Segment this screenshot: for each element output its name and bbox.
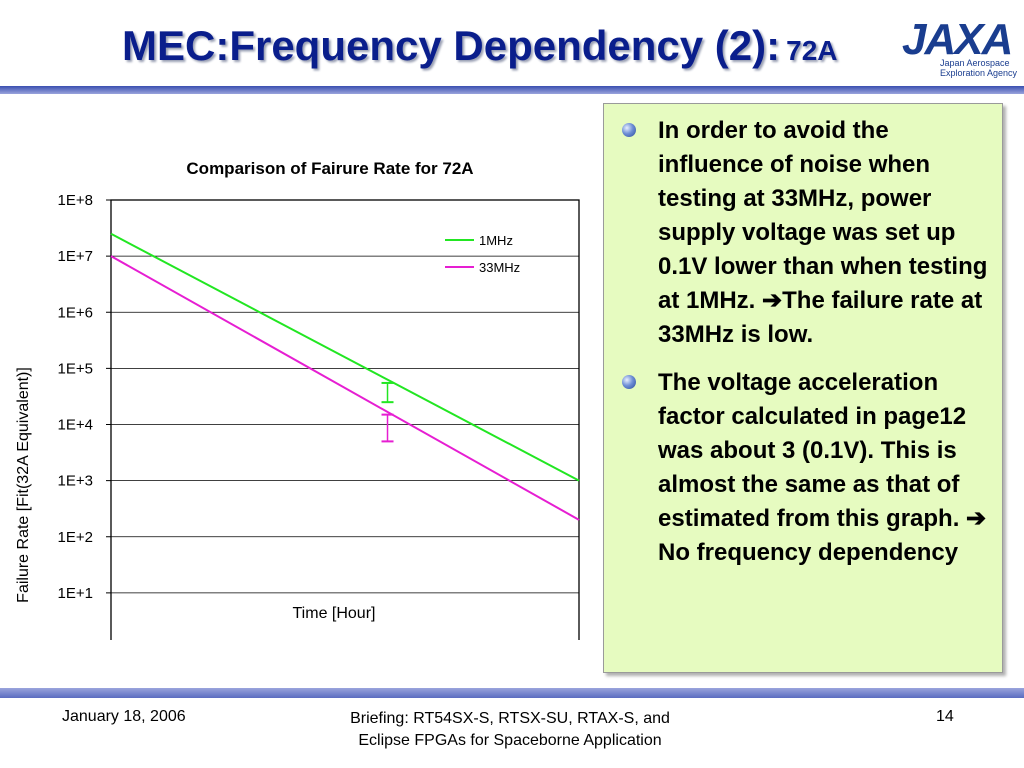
sphere-bullet-icon: [622, 375, 636, 389]
footer-page-number: 14: [936, 708, 954, 725]
footer-briefing: Briefing: RT54SX-S, RTSX-SU, RTAX-S, and…: [270, 708, 750, 752]
y-tick-label: 1E+2: [58, 529, 93, 546]
slide-title-main: MEC:Frequency Dependency (2):: [122, 22, 781, 69]
x-axis-label: Time [Hour]: [293, 605, 376, 622]
chart-title: Comparison of Fairure Rate for 72A: [186, 159, 473, 178]
header-rule: [0, 86, 1024, 94]
jaxa-tagline: Japan Aerospace Exploration Agency: [940, 58, 1017, 78]
jaxa-tagline-line-1: Japan Aerospace: [940, 58, 1010, 68]
footer-briefing-line-2: Eclipse FPGAs for Spaceborne Application: [358, 732, 662, 749]
legend-entry-bg: [438, 230, 538, 250]
slide-title: MEC:Frequency Dependency (2): 72A: [122, 22, 838, 70]
chart-legend: 1MHz 33MHz: [438, 230, 538, 277]
chart-series: [110, 232, 580, 521]
y-tick-label: 1E+7: [58, 248, 93, 265]
bullet-text: In order to avoid the influence of noise…: [658, 117, 988, 348]
series-line-1mhz: [110, 232, 580, 482]
slide-title-suffix: 72A: [786, 35, 838, 66]
jaxa-logo: JAXA: [902, 15, 1013, 64]
chart-ticks: 1E+01E+11E+21E+31E+41E+51E+61E+71E+81101…: [58, 192, 111, 602]
chart-grid: [111, 255, 579, 594]
footer-date: January 18, 2006: [62, 708, 186, 725]
jaxa-tagline-line-2: Exploration Agency: [940, 68, 1018, 78]
legend-label-33mhz: 33MHz: [479, 260, 520, 275]
legend-entry-bg: [438, 257, 538, 277]
bullet-item: The voltage acceleration factor calculat…: [614, 366, 988, 570]
bullet-text: The voltage acceleration factor calculat…: [658, 369, 987, 566]
series-line-33mhz: [110, 255, 580, 521]
y-tick-label: 1E+8: [58, 192, 93, 209]
legend-label-1mhz: 1MHz: [479, 233, 513, 248]
y-tick-label: 1E+1: [58, 585, 93, 602]
y-tick-label: 1E+5: [58, 360, 93, 377]
failure-rate-chart: 1E+01E+11E+21E+31E+41E+51E+61E+71E+81101…: [15, 159, 580, 640]
footer-rule: [0, 688, 1024, 698]
y-axis-label: Failure Rate [Fit(32A Equivalent)]: [15, 367, 32, 603]
y-tick-label: 1E+6: [58, 304, 93, 321]
notes-panel: In order to avoid the influence of noise…: [603, 103, 1003, 673]
y-tick-label: 1E+3: [58, 473, 93, 490]
y-tick-label: 1E+4: [58, 417, 93, 434]
sphere-bullet-icon: [622, 123, 636, 137]
bullet-item: In order to avoid the influence of noise…: [614, 114, 988, 352]
footer-briefing-line-1: Briefing: RT54SX-S, RTSX-SU, RTAX-S, and: [350, 710, 670, 727]
jaxa-logo-text: JAXA: [902, 15, 1011, 64]
